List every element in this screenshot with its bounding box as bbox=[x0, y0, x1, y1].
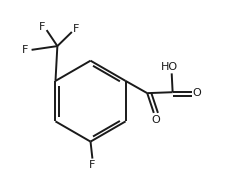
Text: F: F bbox=[38, 22, 45, 32]
Text: F: F bbox=[73, 23, 79, 34]
Text: F: F bbox=[22, 45, 28, 55]
Text: O: O bbox=[191, 88, 200, 98]
Text: HO: HO bbox=[161, 62, 178, 72]
Text: F: F bbox=[89, 160, 95, 170]
Text: O: O bbox=[151, 115, 159, 125]
